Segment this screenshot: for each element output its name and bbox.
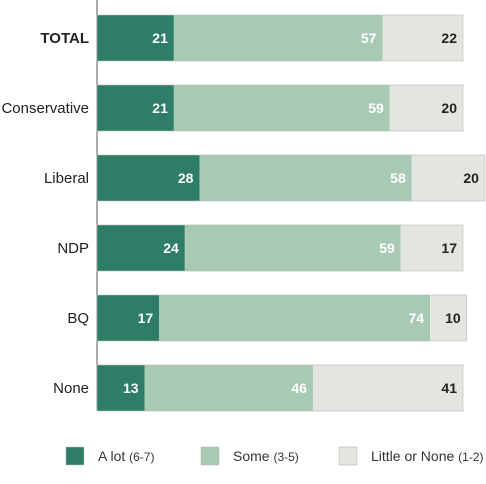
legend-range-a-lot: (6-7) <box>129 450 154 464</box>
legend-label-some: Some (3-5) <box>233 448 299 464</box>
category-label-conservative: Conservative <box>1 100 89 117</box>
value-label-a-lot-total: 21 <box>152 30 168 46</box>
legend-name-little-or-none: Little or None <box>371 448 458 464</box>
bar-a-lot-conservative <box>97 85 174 131</box>
value-label-little-or-none-conservative: 20 <box>441 100 457 116</box>
value-label-a-lot-conservative: 21 <box>152 100 168 116</box>
value-label-a-lot-ndp: 24 <box>163 240 179 256</box>
legend-swatch-a-lot <box>65 446 85 466</box>
value-label-some-liberal: 58 <box>390 170 406 186</box>
legend-swatch-little-or-none <box>338 446 358 466</box>
value-label-little-or-none-ndp: 17 <box>441 240 457 256</box>
bar-a-lot-total <box>97 15 174 61</box>
value-label-a-lot-bq: 17 <box>138 310 154 326</box>
bar-some-total <box>173 15 383 61</box>
legend: A lot (6-7) Some (3-5) Little or None (1-2… <box>65 446 484 466</box>
bars-group: 21 57 22 21 59 20 28 58 20 24 59 17 17 74 10 13 46 41 <box>96 14 486 412</box>
bar-little-or-none-none <box>312 365 463 411</box>
value-label-a-lot-none: 13 <box>123 380 139 396</box>
bar-little-or-none-bq <box>430 295 467 341</box>
value-label-little-or-none-none: 41 <box>441 380 457 396</box>
value-label-some-total: 57 <box>361 30 377 46</box>
value-label-some-conservative: 59 <box>368 100 384 116</box>
value-label-little-or-none-bq: 10 <box>445 310 461 326</box>
category-labels: TOTAL Conservative Liberal NDP BQ None <box>1 30 89 397</box>
bar-outline-none <box>96 364 464 412</box>
bar-little-or-none-total <box>382 15 463 61</box>
bar-outline-liberal <box>96 154 486 202</box>
category-label-liberal: Liberal <box>44 170 89 187</box>
category-label-total: TOTAL <box>40 30 89 47</box>
bar-outline-ndp <box>96 224 464 272</box>
bar-a-lot-bq <box>97 295 160 341</box>
legend-range-some: (3-5) <box>273 450 298 464</box>
value-label-some-none: 46 <box>291 380 307 396</box>
bar-some-ndp <box>184 225 401 271</box>
bar-a-lot-liberal <box>97 155 200 201</box>
category-label-ndp: NDP <box>57 240 89 257</box>
legend-label-a-lot: A lot (6-7) <box>98 448 154 464</box>
category-label-none: None <box>53 380 89 397</box>
value-label-some-ndp: 59 <box>379 240 395 256</box>
legend-name-a-lot: A lot <box>98 448 129 464</box>
value-label-little-or-none-total: 22 <box>441 30 457 46</box>
bar-a-lot-ndp <box>97 225 185 271</box>
legend-label-little-or-none: Little or None (1-2) <box>371 448 484 464</box>
bar-outline-total <box>96 14 464 62</box>
legend-range-little-or-none: (1-2) <box>458 450 483 464</box>
bar-little-or-none-conservative <box>389 85 463 131</box>
value-label-little-or-none-liberal: 20 <box>463 170 479 186</box>
bar-some-none <box>144 365 313 411</box>
bar-little-or-none-ndp <box>400 225 463 271</box>
value-label-a-lot-liberal: 28 <box>178 170 194 186</box>
bar-little-or-none-liberal <box>411 155 485 201</box>
bar-outline-bq <box>96 294 467 342</box>
bar-some-liberal <box>199 155 412 201</box>
legend-swatch-some <box>200 446 220 466</box>
bar-some-bq <box>159 295 431 341</box>
bar-some-conservative <box>173 85 390 131</box>
bar-outline-conservative <box>96 84 464 132</box>
category-label-bq: BQ <box>67 310 89 327</box>
bar-a-lot-none <box>97 365 145 411</box>
value-label-some-bq: 74 <box>408 310 424 326</box>
legend-name-some: Some <box>233 448 273 464</box>
